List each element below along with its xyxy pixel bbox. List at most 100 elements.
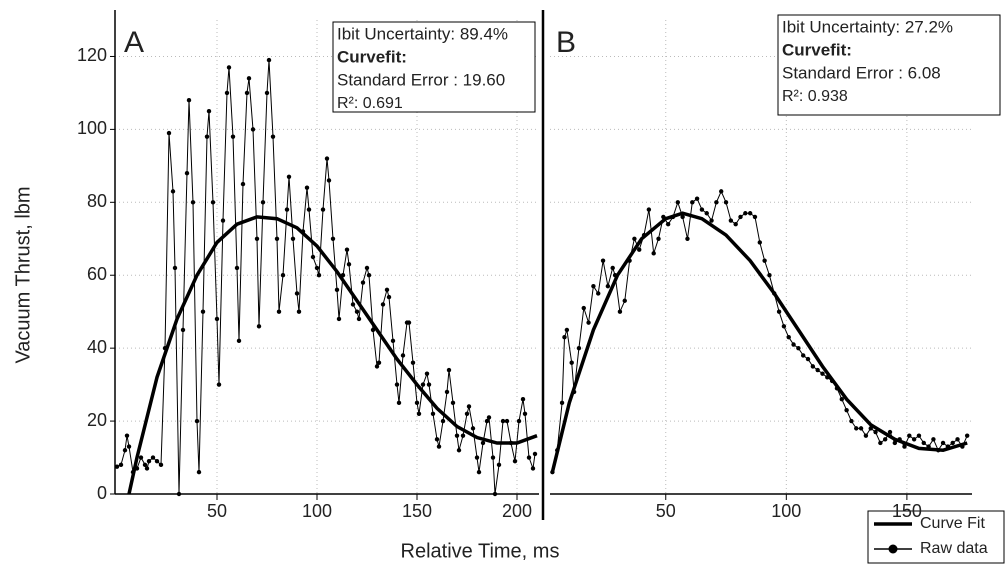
data-point — [176, 491, 182, 497]
data-point — [170, 189, 176, 194]
panel-label: B — [556, 26, 576, 59]
data-point — [230, 134, 236, 139]
data-point — [873, 429, 878, 435]
data-point — [314, 265, 320, 271]
data-point — [839, 397, 844, 402]
annotation: Standard Error : 6.08 — [782, 63, 941, 82]
data-point — [236, 338, 242, 344]
data-point — [526, 455, 532, 460]
data-point — [559, 400, 565, 406]
data-point — [747, 211, 753, 216]
x-axis-label: Relative Time, ms — [401, 540, 560, 562]
data-point — [964, 433, 970, 438]
data-point — [256, 324, 262, 329]
data-point — [849, 418, 854, 424]
data-point — [366, 273, 372, 278]
data-point — [216, 382, 222, 387]
curve-fit-line — [550, 211, 968, 473]
data-point — [374, 364, 380, 369]
data-point — [496, 462, 502, 468]
data-point — [326, 178, 332, 183]
data-point — [240, 181, 246, 187]
data-point — [460, 433, 466, 438]
data-point — [709, 218, 714, 223]
data-point — [504, 418, 510, 424]
data-point — [260, 200, 266, 205]
data-point — [733, 221, 738, 227]
data-point — [564, 327, 570, 333]
data-point — [854, 426, 859, 431]
data-point — [144, 466, 150, 471]
data-point — [878, 440, 883, 446]
data-point — [310, 254, 316, 260]
data-point — [114, 464, 120, 469]
data-point — [950, 440, 955, 446]
data-point — [444, 389, 450, 395]
data-point — [637, 247, 642, 252]
data-point — [234, 265, 240, 271]
data-point — [719, 189, 724, 194]
data-point — [354, 309, 360, 314]
data-point — [810, 364, 816, 369]
data-point — [294, 291, 300, 296]
data-point — [757, 240, 762, 245]
data-point — [921, 440, 926, 446]
data-point — [796, 345, 801, 351]
data-point — [776, 309, 782, 314]
data-point — [184, 170, 190, 176]
data-point — [276, 309, 282, 314]
data-point — [172, 265, 178, 271]
data-point — [316, 273, 322, 278]
data-point — [334, 287, 340, 293]
data-point — [656, 236, 661, 241]
x-tick-label: 200 — [502, 501, 532, 521]
data-point — [600, 258, 606, 263]
data-point — [376, 360, 382, 365]
data-point — [360, 280, 366, 285]
data-point — [146, 458, 152, 464]
data-point — [364, 265, 370, 271]
data-point — [622, 298, 627, 303]
data-point — [605, 283, 611, 289]
data-point — [955, 437, 960, 442]
y-tick-label: 100 — [77, 118, 107, 138]
data-point — [805, 356, 811, 362]
x-tick-label: 150 — [402, 501, 432, 521]
data-point — [386, 294, 392, 300]
data-point — [762, 258, 767, 263]
data-point — [420, 382, 426, 387]
data-point — [344, 247, 350, 252]
data-point — [486, 415, 492, 420]
data-point — [390, 338, 396, 344]
data-point — [396, 400, 402, 406]
data-point — [500, 418, 506, 424]
y-tick-label: 0 — [97, 483, 107, 503]
data-point — [384, 287, 390, 293]
data-point — [786, 335, 791, 340]
data-point — [370, 327, 376, 333]
data-point — [694, 196, 700, 201]
annotation: Ibit Uncertainty: 27.2% — [782, 17, 953, 36]
data-point — [562, 335, 567, 340]
data-point — [246, 76, 252, 81]
annotation: Curvefit: — [337, 47, 407, 66]
data-point — [596, 291, 601, 296]
data-point — [446, 367, 452, 373]
data-point — [286, 174, 292, 179]
data-point — [476, 469, 482, 475]
annotation-box — [777, 14, 1001, 116]
data-point — [204, 134, 210, 139]
data-point — [266, 57, 272, 63]
data-point — [430, 411, 436, 416]
annotation: R²: 0.691 — [337, 95, 403, 112]
data-point — [801, 353, 806, 358]
curve-fit-line — [127, 215, 538, 495]
annotation: Ibit Uncertainty: 89.4% — [337, 24, 508, 43]
data-point — [610, 265, 615, 271]
data-point — [728, 218, 734, 223]
data-point — [436, 444, 442, 449]
data-point — [210, 200, 216, 205]
data-point — [685, 236, 690, 241]
data-point — [320, 207, 326, 212]
y-axis-label: Vacuum Thrust, lbm — [12, 186, 34, 363]
